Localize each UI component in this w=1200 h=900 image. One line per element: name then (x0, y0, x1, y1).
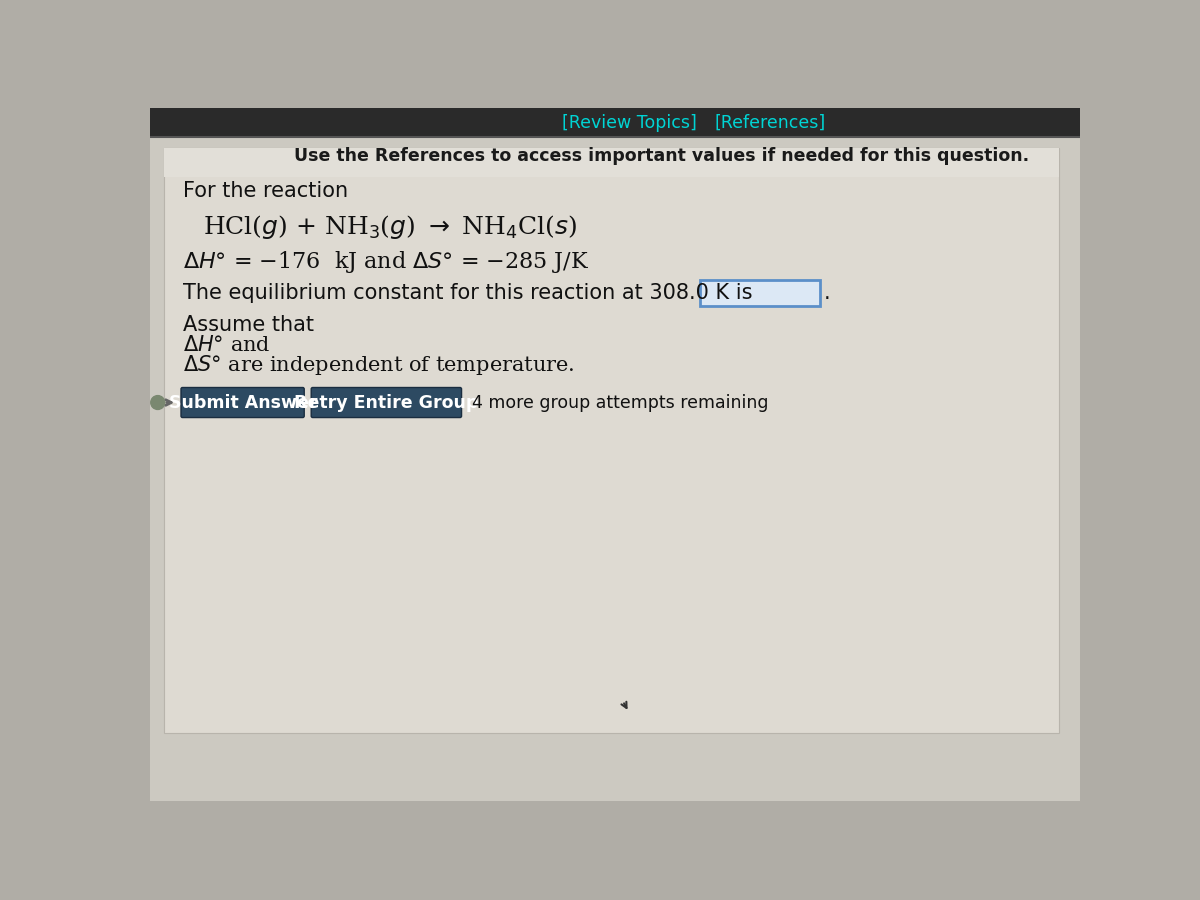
Circle shape (151, 396, 164, 410)
Text: For the reaction: For the reaction (182, 181, 348, 202)
Text: $\Delta H°$ = $-$176  kJ and $\Delta S°$ = $-$285 J/K: $\Delta H°$ = $-$176 kJ and $\Delta S°$ … (182, 249, 589, 275)
FancyBboxPatch shape (181, 388, 305, 418)
Text: HCl($g$) + NH$_3$($g$) $\rightarrow$ NH$_4$Cl($s$): HCl($g$) + NH$_3$($g$) $\rightarrow$ NH$… (203, 213, 577, 241)
Text: 4 more group attempts remaining: 4 more group attempts remaining (472, 393, 768, 411)
Text: The equilibrium constant for this reaction at 308.0 K is: The equilibrium constant for this reacti… (182, 283, 752, 302)
Bar (164, 148, 1060, 734)
Text: [References]: [References] (714, 113, 826, 131)
Bar (150, 108, 1080, 138)
Text: [Review Topics]: [Review Topics] (562, 113, 696, 131)
Text: Submit Answer: Submit Answer (169, 393, 317, 411)
FancyBboxPatch shape (311, 388, 462, 418)
Text: .: . (823, 283, 830, 302)
Text: $\Delta S°$ are independent of temperature.: $\Delta S°$ are independent of temperatu… (182, 353, 575, 377)
Bar (164, 148, 1060, 177)
Text: Assume that: Assume that (182, 315, 313, 335)
Bar (701, 281, 821, 306)
Text: Retry Entire Group: Retry Entire Group (294, 393, 479, 411)
Text: $\Delta H°$ and: $\Delta H°$ and (182, 335, 270, 356)
Text: Use the References to access important values if needed for this question.: Use the References to access important v… (294, 147, 1030, 165)
